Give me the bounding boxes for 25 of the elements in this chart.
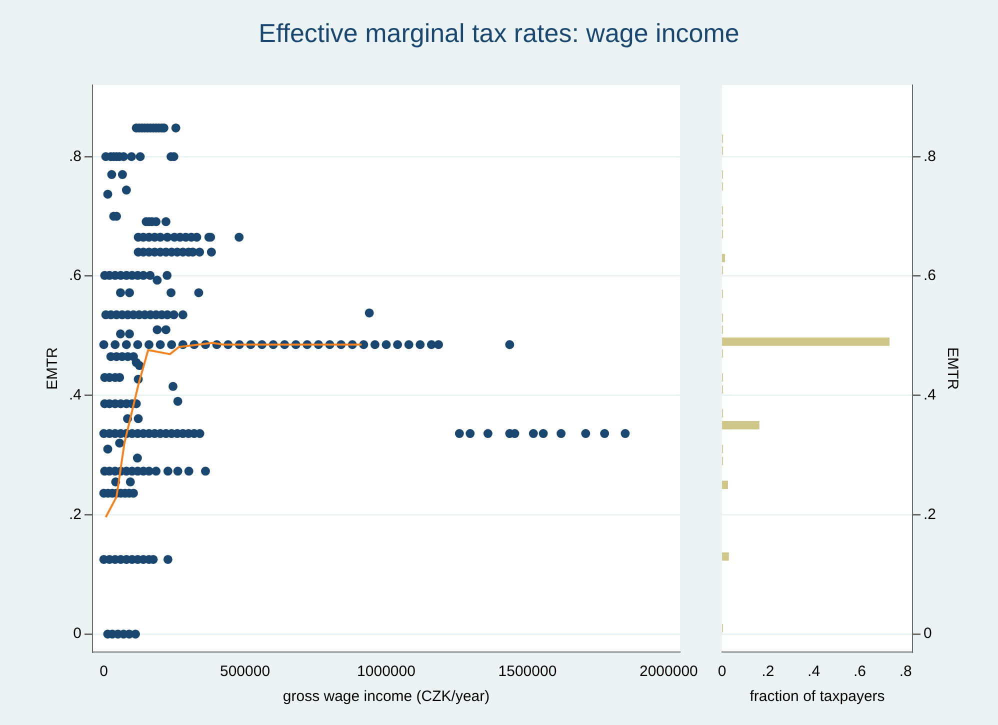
chart-title: Effective marginal tax rates: wage income [258,18,740,49]
y-tick-label: .4 [923,386,936,404]
x-tick-label: .8 [899,663,912,680]
y-tick-label: .2 [923,506,936,523]
y-tick-label: .2 [68,506,82,523]
y-axis-title: EMTR [44,347,62,390]
x-tick-label: .4 [808,663,820,680]
x-axis-title: gross wage income (CZK/year) [282,688,490,706]
x-tick-label: 1000000 [357,663,416,680]
y-tick-label: .8 [68,148,82,165]
y-tick-label: 0 [923,625,932,642]
y-axis-title: EMTR [944,347,961,390]
x-tick-label: 0 [718,663,726,680]
x-axis-title: fraction of taxpayers [750,688,885,706]
x-tick-label: 2000000 [640,663,698,680]
y-tick-label: .6 [923,267,936,284]
y-tick-label: 0 [73,625,82,642]
x-tick-label: 500000 [220,663,270,680]
x-tick-label: 1500000 [498,663,557,680]
y-tick-label: .6 [68,267,82,284]
x-tick-label: .6 [853,663,866,680]
x-tick-label: 0 [100,663,108,680]
y-tick-label: .8 [923,148,936,165]
y-tick-label: .4 [68,386,82,404]
x-tick-label: .2 [762,663,774,680]
